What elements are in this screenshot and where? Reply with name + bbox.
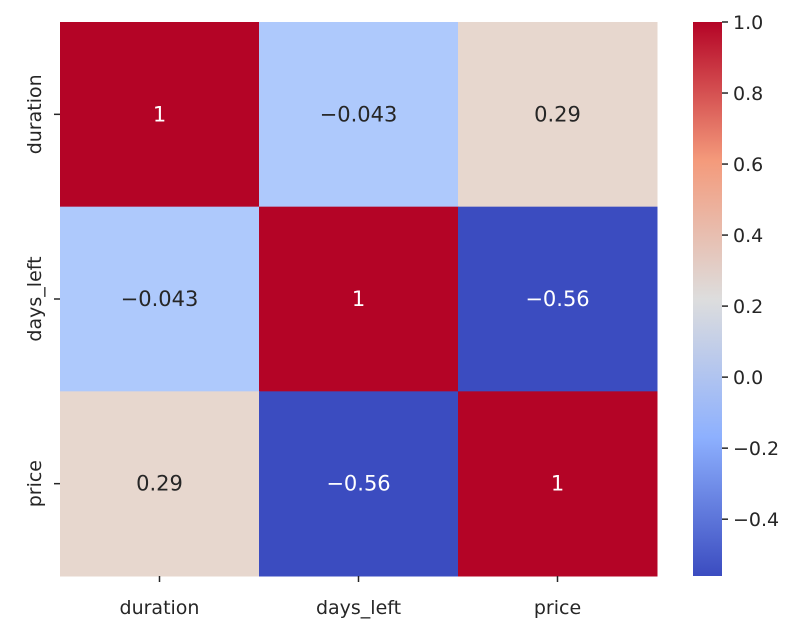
cell-annotation: 1 — [551, 472, 564, 496]
cell-annotation: −0.043 — [121, 287, 199, 311]
cell-annotation: 0.29 — [534, 102, 581, 126]
heatmap-cell — [60, 206, 260, 392]
heatmap-cell — [458, 391, 658, 577]
y-tick-label: price — [24, 460, 46, 507]
heatmap-cell — [259, 22, 459, 208]
heatmap-cell — [458, 206, 658, 392]
heatmap-cell — [60, 22, 260, 208]
colorbar-tick-label: 0.8 — [733, 83, 763, 105]
cell-annotation: 1 — [352, 287, 365, 311]
cell-annotation: 1 — [153, 102, 166, 126]
heatmap-cell — [60, 391, 260, 577]
colorbar-tick-label: 0.0 — [733, 367, 763, 389]
colorbar-tick-label: −0.2 — [733, 438, 779, 460]
colorbar-tick-label: −0.4 — [733, 509, 779, 531]
colorbar-tick-label: 1.0 — [733, 12, 763, 34]
heatmap-cell — [259, 206, 459, 392]
y-tick-label: duration — [24, 74, 46, 154]
colorbar-tick-label: 0.2 — [733, 296, 763, 318]
heatmap-cell — [259, 391, 459, 577]
colorbar-tick-label: 0.4 — [733, 225, 763, 247]
x-tick-label: days_left — [316, 597, 401, 619]
x-tick-label: duration — [120, 597, 200, 619]
colorbar-gradient — [693, 22, 722, 576]
y-tick-label: days_left — [24, 256, 46, 341]
colorbar-tick-label: 0.6 — [733, 154, 763, 176]
cell-annotation: −0.56 — [326, 472, 390, 496]
heatmap-cell — [458, 22, 658, 208]
cell-annotation: −0.043 — [320, 102, 398, 126]
colorbar: −0.4 −0.2 0.0 0.2 0.4 0.6 0.8 1.0 — [693, 12, 779, 576]
heatmap-cells — [60, 22, 658, 577]
cell-annotations: 1 −0.043 0.29 −0.043 1 −0.56 0.29 −0.56 1 — [121, 102, 590, 495]
cell-annotation: −0.56 — [525, 287, 589, 311]
x-axis: duration days_left price — [120, 576, 581, 619]
cell-annotation: 0.29 — [136, 472, 183, 496]
x-tick-label: price — [534, 597, 581, 619]
